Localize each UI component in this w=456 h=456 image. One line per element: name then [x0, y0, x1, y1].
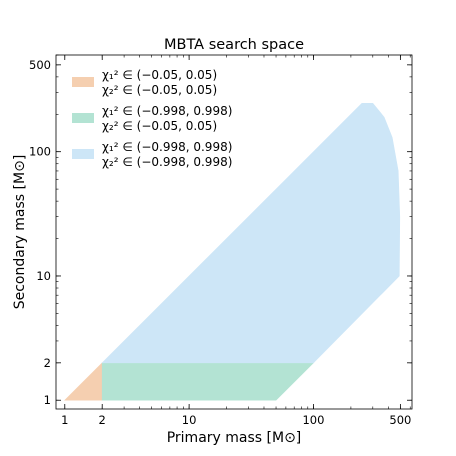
- x-tick-label: 10: [182, 413, 197, 427]
- y-tick-label: 500: [29, 58, 51, 72]
- x-tick-label: 1: [61, 413, 68, 427]
- legend-entry-line2: χ₂² ∈ (−0.998, 0.998): [102, 155, 232, 169]
- legend-swatch: [72, 113, 94, 123]
- x-axis-ticks: 1 2 10 100 500: [61, 55, 411, 427]
- x-tick-label: 100: [302, 413, 324, 427]
- y-axis-ticks: 1 2 10 100 500: [29, 54, 412, 407]
- x-axis-label: Primary mass [M⊙]: [167, 430, 302, 446]
- legend-entry-line1: χ₁² ∈ (−0.998, 0.998): [102, 140, 232, 154]
- chart-regions: [64, 103, 401, 401]
- y-tick-label: 100: [29, 145, 51, 159]
- legend: χ₁² ∈ (−0.05, 0.05)χ₂² ∈ (−0.05, 0.05)χ₁…: [72, 68, 232, 169]
- x-tick-label: 500: [389, 413, 411, 427]
- legend-entry-line1: χ₁² ∈ (−0.05, 0.05): [102, 68, 217, 82]
- legend-entry-line2: χ₂² ∈ (−0.05, 0.05): [102, 83, 217, 97]
- legend-swatch: [72, 149, 94, 159]
- region-1: [64, 362, 103, 401]
- x-tick-label: 2: [99, 413, 106, 427]
- y-tick-label: 1: [44, 393, 51, 407]
- legend-entry-line2: χ₂² ∈ (−0.05, 0.05): [102, 119, 217, 133]
- chart-title: MBTA search space: [164, 37, 304, 53]
- y-tick-label: 10: [36, 269, 51, 283]
- legend-entry-line1: χ₁² ∈ (−0.998, 0.998): [102, 104, 232, 118]
- plot-frame: [55, 54, 413, 410]
- y-tick-label: 2: [44, 356, 51, 370]
- region-3: [101, 103, 401, 364]
- y-axis-label: Secondary mass [M⊙]: [12, 155, 28, 310]
- region-2: [101, 362, 315, 401]
- legend-swatch: [72, 77, 94, 87]
